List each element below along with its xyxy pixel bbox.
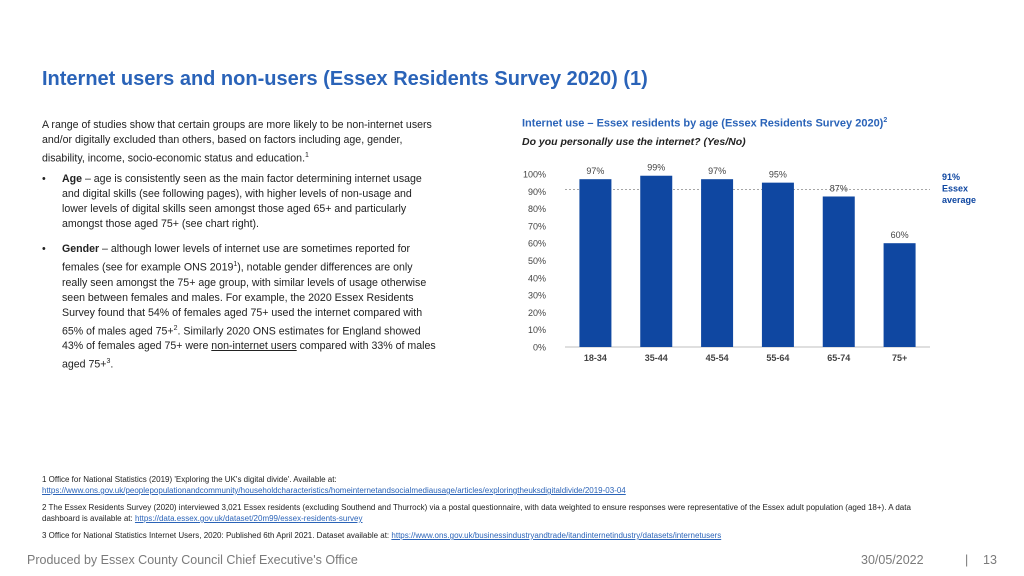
footnote-1-text: 1 Office for National Statistics (2019) … — [42, 475, 337, 484]
data-label: 97% — [708, 166, 726, 176]
y-tick-label: 70% — [528, 221, 546, 231]
bullet-age: • Age – age is consistently seen as the … — [42, 172, 437, 232]
y-tick-label: 90% — [528, 187, 546, 197]
y-tick-label: 40% — [528, 273, 546, 283]
x-tick-label: 75+ — [892, 353, 907, 363]
footnote-2-link[interactable]: https://data.essex.gov.uk/dataset/20m99/… — [134, 514, 363, 523]
bullet-gender-heading: Gender — [62, 243, 100, 255]
bar — [761, 182, 794, 347]
intro-paragraph: A range of studies show that certain gro… — [42, 118, 437, 167]
bullet-gender-text: compared with 33% of males aged 75+ — [62, 340, 436, 371]
footer-date: 30/05/2022 — [861, 553, 924, 567]
data-label: 99% — [647, 163, 665, 173]
y-tick-label: 60% — [528, 239, 546, 249]
x-tick-label: 65-74 — [827, 353, 850, 363]
footnote-2: 2 The Essex Residents Survey (2020) inte… — [42, 502, 942, 524]
footer-separator: | — [965, 553, 969, 567]
bullet-gender-text: – although lower levels of internet use … — [62, 243, 411, 274]
data-label: 97% — [586, 166, 604, 176]
bullet-gender-text: . Similarly 2020 ONS estimates for Engla… — [62, 325, 421, 353]
data-label: 95% — [769, 170, 787, 180]
bar — [579, 179, 612, 347]
bullet-list: • Age – age is consistently seen as the … — [42, 172, 437, 383]
y-tick-label: 100% — [523, 170, 546, 180]
internet-use-bar-chart: 0% 10% 20% 30% 40% 50% 60% 70% 80% 90% 100% 97% 18-3… — [523, 163, 976, 363]
y-tick-label: 50% — [528, 256, 546, 266]
y-tick-label: 0% — [533, 343, 546, 353]
average-label: average — [942, 195, 976, 205]
bullet-gender-text: . — [110, 358, 114, 371]
footnote-ref: 1 — [233, 261, 238, 268]
chart-title-text: Internet use – Essex residents by age (E… — [522, 117, 884, 130]
footnote-1: 1 Office for National Statistics (2019) … — [42, 474, 942, 496]
data-label: 87% — [830, 183, 848, 193]
footnote-3-link[interactable]: https://www.ons.gov.uk/businessindustrya… — [391, 531, 722, 540]
bullet-gender: • Gender – although lower levels of inte… — [42, 242, 437, 373]
footnote-ref: 3 — [106, 358, 111, 366]
bullet-gender-text: ), notable gender differences are only r… — [62, 261, 427, 338]
intro-text: A range of studies show that certain gro… — [42, 119, 432, 165]
chart-subtitle: Do you personally use the internet? (Yes… — [522, 136, 746, 148]
intro-ref: 1 — [305, 152, 309, 159]
bullet-age-text: – age is consistently seen as the main f… — [62, 173, 422, 230]
y-tick-label: 80% — [528, 204, 546, 214]
page-title: Internet users and non-users (Essex Resi… — [42, 68, 648, 90]
bar — [822, 196, 855, 347]
bullet-age-heading: Age — [62, 173, 83, 185]
bar — [640, 175, 673, 347]
bullet-marker: • — [42, 173, 46, 185]
footer-producer: Produced by Essex County Council Chief E… — [27, 553, 358, 567]
bar — [701, 179, 734, 347]
footnotes: 1 Office for National Statistics (2019) … — [42, 474, 942, 547]
chart-title-ref: 2 — [883, 117, 888, 124]
y-tick-label: 10% — [528, 325, 546, 335]
x-tick-label: 55-64 — [766, 353, 789, 363]
bullet-marker: • — [42, 243, 46, 255]
non-internet-users-term: non-internet users — [211, 340, 297, 353]
data-label: 60% — [891, 230, 909, 240]
footnote-3: 3 Office for National Statistics Interne… — [42, 530, 942, 541]
x-tick-label: 35-44 — [645, 353, 668, 363]
page-number: 13 — [983, 553, 997, 567]
footnote-3-text: 3 Office for National Statistics Interne… — [42, 531, 392, 540]
footnote-1-link[interactable]: https://www.ons.gov.uk/peoplepopulationa… — [42, 486, 626, 495]
x-tick-label: 45-54 — [706, 353, 729, 363]
x-tick-label: 18-34 — [584, 353, 607, 363]
average-label: 91% — [942, 172, 960, 182]
bar — [883, 243, 916, 347]
y-tick-label: 30% — [528, 291, 546, 301]
footnote-2-text: 2 The Essex Residents Survey (2020) inte… — [42, 503, 911, 523]
footnote-ref: 2 — [173, 324, 178, 332]
average-label: Essex — [942, 184, 968, 194]
y-tick-label: 20% — [528, 308, 546, 318]
chart-title: Internet use – Essex residents by age (E… — [522, 117, 887, 130]
